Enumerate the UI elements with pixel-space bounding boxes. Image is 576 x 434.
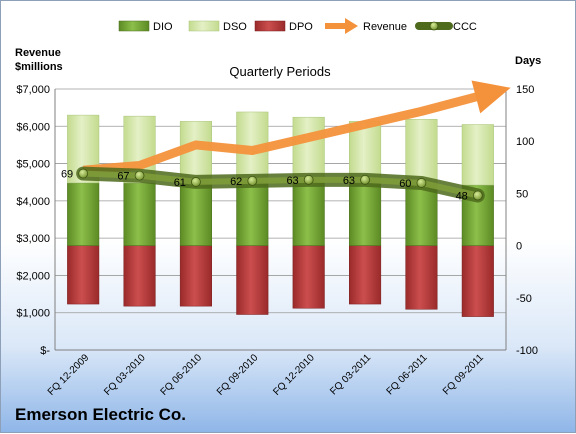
ccc-point [416, 178, 427, 188]
dso-bar [461, 124, 494, 186]
dio-bar [405, 183, 438, 246]
ccc-line-highlight [80, 170, 481, 199]
right-tick-label: -50 [516, 293, 532, 305]
ccc-data-label: 61 [174, 177, 186, 189]
x-tick-label: FQ 06-2010 [159, 352, 205, 398]
legend-entry-label: Revenue [363, 21, 407, 33]
legend-entry-label: DSO [223, 21, 247, 33]
x-tick-label: FQ 09-2010 [215, 352, 261, 398]
dpo-bar [236, 245, 269, 315]
legend-entry-label: CCC [453, 21, 477, 33]
left-tick-label: $1,000 [16, 308, 50, 320]
right-tick-label: 150 [516, 84, 534, 96]
x-tick-label: FQ 03-2010 [102, 352, 148, 398]
ccc-point [78, 168, 89, 179]
left-tick-label: $- [40, 345, 50, 357]
ccc-data-label: 69 [61, 169, 73, 181]
left-axis-title-line2: $millions [15, 61, 63, 73]
ccc-point [247, 175, 258, 186]
plot-area: $- $1,000 $2,000 $3,000 $4,000 $5,000 $6,000 $7… [16, 80, 538, 398]
right-tick-label: -100 [516, 345, 538, 357]
company-name: Emerson Electric Co. [15, 405, 187, 424]
dpo-bar [405, 245, 438, 310]
ccc-data-label: 48 [456, 190, 468, 202]
ccc-point [191, 177, 201, 187]
ccc-point [134, 170, 145, 181]
right-tick-label: 0 [516, 241, 522, 253]
dpo-bar [123, 245, 156, 307]
ccc-data-label: 60 [399, 178, 411, 190]
right-axis-title: Days [515, 55, 541, 67]
left-tick-label: $2,000 [16, 270, 50, 282]
legend-swatch-revenue-arrow [345, 18, 358, 34]
legend-entry-label: DPO [289, 21, 313, 33]
left-axis-title-line1: Revenue [15, 47, 61, 59]
left-tick-label: $6,000 [16, 121, 50, 133]
dio-bar [123, 182, 156, 246]
dio-bar [67, 182, 100, 246]
dio-bar [349, 182, 382, 246]
dpo-bar [67, 245, 100, 305]
ccc-point [472, 190, 483, 201]
x-tick-label: FQ 09-2011 [441, 352, 486, 397]
x-tick-label: FQ 03-2011 [328, 352, 373, 397]
dpo-bar [179, 245, 212, 307]
ccc-data-label: 63 [286, 175, 298, 187]
dpo-bar [461, 245, 494, 317]
dio-bar [236, 181, 269, 246]
left-tick-label: $7,000 [16, 84, 50, 96]
ccc-data-label: 67 [117, 171, 129, 183]
dso-bar [349, 121, 382, 184]
right-tick-label: 50 [516, 188, 528, 200]
dio-bar [292, 181, 325, 246]
ccc-data-label: 63 [343, 175, 355, 187]
dpo-bar [349, 245, 382, 305]
x-tick-label: FQ 12-2009 [46, 352, 92, 398]
legend-entry-label: DIO [153, 21, 173, 33]
revenue-line [82, 92, 479, 175]
left-tick-label: $3,000 [16, 233, 50, 245]
left-tick-label: $4,000 [16, 196, 50, 208]
x-tick-label: FQ 12-2010 [271, 352, 317, 398]
revenue-arrowhead [471, 80, 511, 114]
x-tick-label: FQ 06-2011 [385, 352, 430, 397]
legend: DIO DSO DPO Revenue CCC [118, 18, 477, 34]
legend-swatch-dpo [254, 20, 286, 32]
legend-swatch-ccc-dot [429, 21, 439, 31]
right-tick-label: 100 [516, 136, 534, 148]
legend-swatch-dio [118, 20, 150, 32]
ccc-point [303, 174, 314, 185]
chart-title: Quarterly Periods [229, 64, 331, 79]
dpo-bar [292, 245, 325, 309]
left-tick-label: $5,000 [16, 159, 50, 171]
dso-bar [292, 116, 325, 183]
dio-bar [179, 183, 212, 246]
ccc-point [360, 174, 370, 185]
ccc-data-label: 62 [230, 176, 242, 188]
dso-bar [405, 119, 438, 185]
legend-swatch-dso [188, 20, 220, 32]
